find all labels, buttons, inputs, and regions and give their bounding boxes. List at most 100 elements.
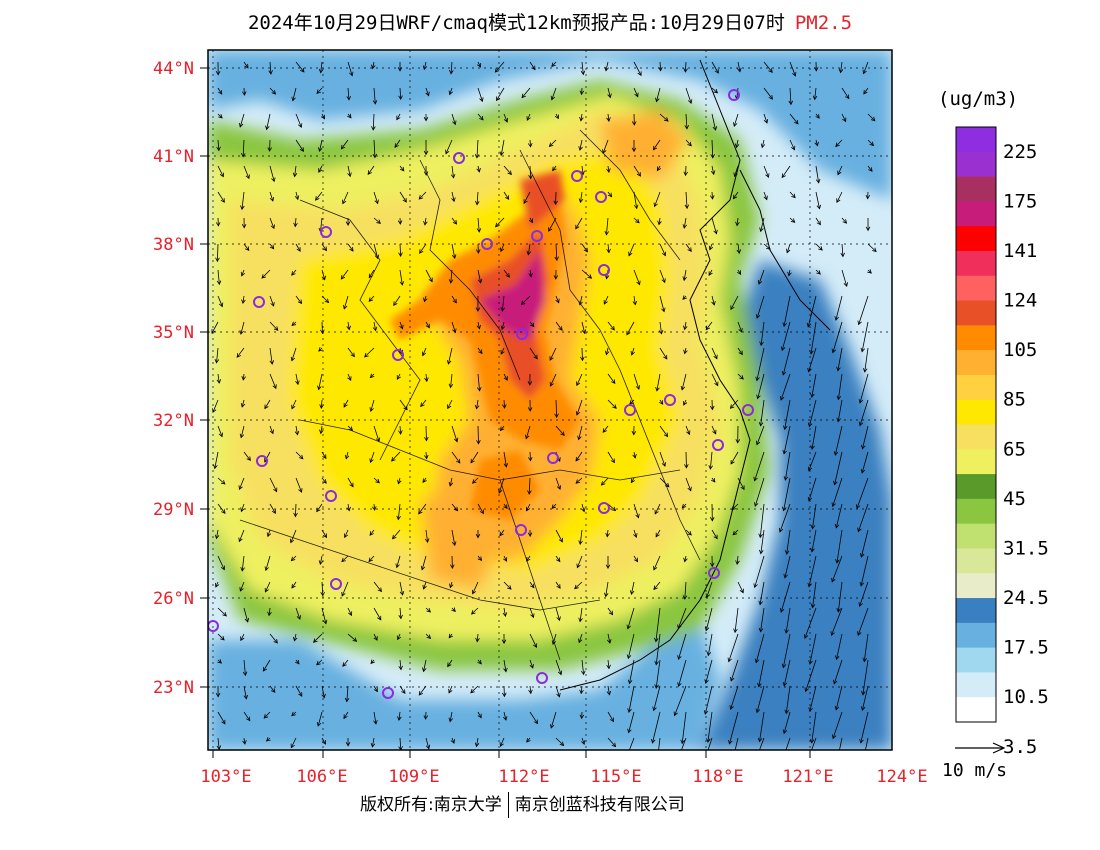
wind-arrow [681,737,687,750]
lat-label: 32°N [153,411,194,431]
wind-arrow [526,113,531,121]
wind-arrow [347,425,354,431]
wind-arrow [448,373,454,389]
wind-arrow [806,295,817,328]
wind-arrow [347,243,354,252]
wind-arrow [629,581,635,595]
wind-arrow [548,139,557,147]
wind-arrow [677,633,687,660]
wind-arrow [711,295,716,306]
wind-arrow [841,87,850,100]
wind-arrow [290,737,297,749]
wind-arrow [397,477,402,485]
wind-arrow [867,165,873,172]
wind-arrow [705,581,713,599]
wind-arrow [683,321,688,331]
wind-arrow [653,191,661,208]
wind-arrow [269,321,279,331]
wind-arrow [263,711,271,719]
city-marker [320,226,332,238]
wind-arrow [580,737,586,745]
wind-arrow [709,555,715,568]
wind-arrow [862,61,869,75]
wind-arrow [841,217,848,224]
wind-arrow [321,269,326,281]
wind-arrow [525,425,531,440]
wind-arrow [321,243,327,252]
copyright-right: 南京创蓝科技有限公司 [514,795,685,815]
wind-arrow [656,165,661,172]
wind-arrow [677,607,687,630]
wind-arrow [476,321,482,330]
wind-arrow [737,581,744,594]
wind-arrow [398,87,403,101]
wind-arrow [607,607,614,616]
wind-arrow [422,61,428,71]
wind-arrow [369,451,375,464]
wind-arrow [451,243,457,259]
wind-arrow [471,607,479,615]
wind-arrow [347,113,352,119]
wind-arrow [607,633,612,644]
wind-arrow [398,243,403,257]
legend-label: 175 [1003,190,1037,212]
wind-arrow [659,243,667,257]
lat-label: 23°N [153,678,194,698]
city-marker [598,264,610,276]
wind-arrow [346,321,351,331]
wind-arrow [265,113,271,131]
wind-arrow [867,243,877,253]
wind-arrow [243,685,249,700]
title-variable: PM2.5 [794,12,853,34]
wind-arrow [685,243,692,253]
wind-arrow [710,165,716,176]
wind-arrow [292,165,298,178]
lon-label: 112°E [498,767,549,787]
wind-arrow [368,295,375,302]
legend-label: 3.5 [1003,736,1037,758]
wind-arrow [551,633,557,646]
legend-frame [955,126,997,723]
wind-arrow [527,373,533,386]
wind-arrow [451,295,457,304]
wind-arrow [681,503,687,509]
wind-arrow [317,139,323,153]
wind-arrow [529,607,535,619]
wind-arrow [626,633,635,660]
wind-arrow [684,451,689,469]
wind-arrow [683,347,688,355]
wind-arrow [836,373,843,401]
wind-arrow [315,191,323,201]
wind-arrow [807,477,817,502]
wind-arrow [804,659,817,693]
wind-arrow [503,581,512,590]
wind-arrow [449,581,454,589]
wind-arrow [781,347,791,376]
wind-arrow [576,555,583,569]
wind-arrow [781,633,791,669]
wind-arrow [659,477,670,488]
city-marker [708,567,720,579]
wind-arrow [527,399,533,412]
lon-label: 118°E [692,767,743,787]
wind-arrow [214,347,220,364]
wind-arrow [269,295,275,307]
wind-arrow [269,425,274,435]
city-marker [382,687,394,699]
wind-arrow [503,191,510,200]
wind-arrow [269,373,277,390]
wind-arrow [295,451,304,460]
wind-arrow [499,425,505,432]
wind-arrow [474,139,480,159]
wind-arrow [604,61,609,72]
wind-arrow [580,659,586,676]
wind-arrow [503,555,508,562]
wind-arrow [659,113,669,122]
wind-arrow [652,685,661,712]
wind-arrow [555,737,565,747]
wind-arrow [503,269,510,278]
wind-arrow [606,685,612,696]
wind-arrow [418,503,427,515]
wind-arrow [803,607,817,639]
wind-arrow [602,139,609,154]
